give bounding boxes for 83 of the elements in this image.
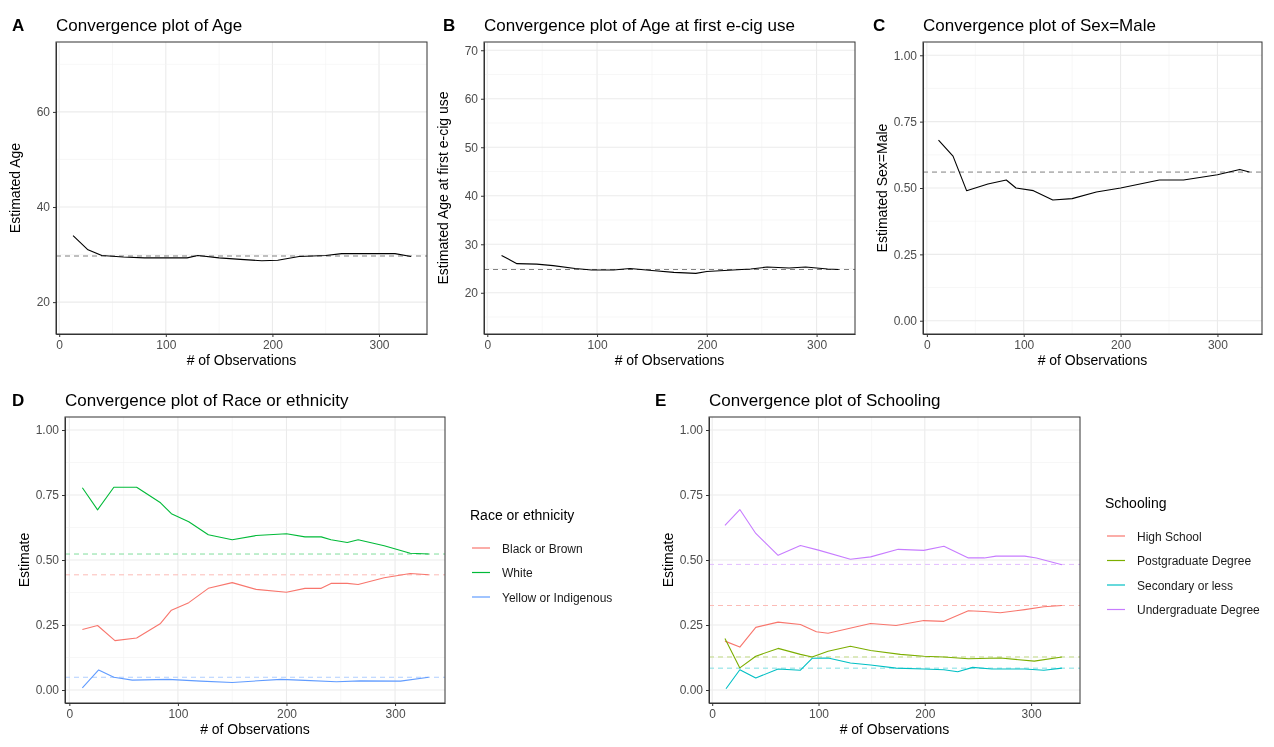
x-tick-label: 300 <box>385 706 406 721</box>
x-tick-label: 200 <box>262 337 284 352</box>
y-tick-label: 50 <box>464 140 479 155</box>
y-tick-label: 1.00 <box>679 423 704 438</box>
y-tick-label: 0.75 <box>679 488 704 503</box>
x-axis-title: # of Observations <box>186 352 297 368</box>
x-tick-label: 200 <box>697 337 718 352</box>
line-series <box>724 604 1063 648</box>
y-tick-label: 20 <box>36 295 51 310</box>
line-series <box>937 139 1250 201</box>
chart-title: Convergence plot of Sex=Male <box>923 16 1156 35</box>
line-series <box>72 235 412 262</box>
legend-label: White <box>502 566 533 580</box>
x-tick-label: 100 <box>168 706 189 721</box>
x-tick-label: 0 <box>709 706 717 721</box>
x-tick-label: 200 <box>915 706 936 721</box>
y-tick-label: 0.25 <box>35 618 60 633</box>
x-tick-label: 100 <box>156 337 177 352</box>
y-tick-label: 0.00 <box>679 683 704 698</box>
chart-title: Convergence plot of Schooling <box>709 391 941 410</box>
x-tick-label: 300 <box>369 337 390 352</box>
x-tick-label: 300 <box>1021 706 1042 721</box>
line-series <box>81 486 430 555</box>
y-axis-title: Estimated Sex=Male <box>874 123 890 253</box>
legend-label: Secondary or less <box>1137 578 1234 593</box>
text: D <box>12 391 25 410</box>
x-axis-title: # of Observations <box>839 721 950 737</box>
x-tick-label: 300 <box>1207 337 1229 352</box>
x-tick-label: 200 <box>1111 337 1132 352</box>
y-tick-label: 0.25 <box>893 247 918 262</box>
x-tick-label: 0 <box>484 337 492 352</box>
y-tick-label: 20 <box>464 286 479 301</box>
text: A <box>12 16 25 35</box>
text: C <box>873 16 886 35</box>
y-axis-title: Estimate <box>16 532 32 588</box>
legend-label: High School <box>1137 529 1202 544</box>
y-tick-label: 1.00 <box>893 48 918 63</box>
y-tick-label: 0.75 <box>893 114 918 129</box>
x-tick-label: 0 <box>924 337 932 352</box>
x-tick-label: 0 <box>56 337 64 352</box>
y-tick-label: 0.00 <box>893 314 918 329</box>
y-tick-label: 0.00 <box>35 683 60 698</box>
legend-label: Black or Brown <box>502 541 583 556</box>
y-tick-label: 0.50 <box>679 553 704 568</box>
y-axis-title: Estimated Age <box>7 142 23 234</box>
legend-label: Postgraduate Degree <box>1137 554 1252 568</box>
x-axis-title: # of Observations <box>1037 352 1148 368</box>
y-tick-label: 1.00 <box>35 423 60 438</box>
line-series <box>501 254 840 274</box>
x-tick-label: 200 <box>276 706 298 721</box>
y-tick-label: 40 <box>36 200 51 215</box>
line-series <box>81 669 430 689</box>
legend-label: Yellow or Indigenous <box>502 590 613 605</box>
x-tick-label: 100 <box>1014 337 1035 352</box>
y-axis-title: Estimate <box>660 532 676 588</box>
x-tick-label: 300 <box>807 337 828 352</box>
y-tick-label: 70 <box>464 43 479 58</box>
line-series <box>81 572 430 642</box>
line-series <box>725 657 1063 690</box>
x-tick-label: 100 <box>587 337 608 352</box>
y-tick-label: 0.50 <box>35 553 60 568</box>
legend-title: Schooling <box>1105 495 1167 511</box>
text: B <box>443 16 456 35</box>
chart-title: Convergence plot of Age <box>56 16 243 35</box>
x-tick-label: 100 <box>808 706 830 721</box>
x-axis-title: # of Observations <box>614 352 725 368</box>
y-tick-label: 0.75 <box>35 488 60 503</box>
text: E <box>655 391 667 410</box>
x-axis-title: # of Observations <box>200 721 310 737</box>
chart-title: Convergence plot of Age at first e-cig use <box>484 16 795 35</box>
y-tick-label: 0.25 <box>679 618 704 633</box>
y-tick-label: 60 <box>464 92 479 107</box>
legend-title: Race or ethnicity <box>470 507 575 523</box>
line-series <box>724 509 1063 566</box>
y-tick-label: 0.50 <box>893 181 918 196</box>
x-tick-label: 0 <box>66 706 74 721</box>
y-tick-label: 40 <box>464 189 479 204</box>
legend-label: Undergraduate Degree <box>1137 603 1261 617</box>
y-tick-label: 30 <box>464 237 479 252</box>
chart-title: Convergence plot of Race or ethnicity <box>65 391 349 410</box>
line-series <box>724 637 1063 669</box>
y-axis-title: Estimated Age at first e-cig use <box>435 91 451 285</box>
y-tick-label: 60 <box>36 105 51 120</box>
